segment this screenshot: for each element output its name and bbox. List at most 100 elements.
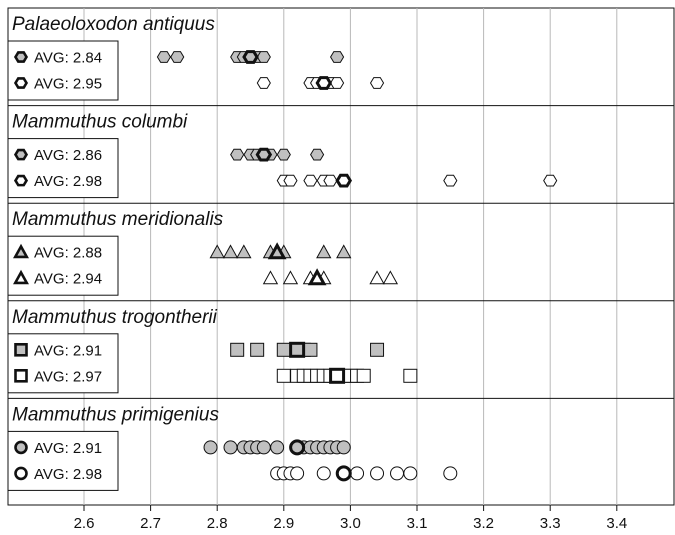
data-point: [230, 342, 245, 357]
average-marker: [315, 76, 333, 90]
legend-marker: [13, 77, 29, 89]
x-tick-label: 3.1: [407, 515, 428, 532]
average-marker: [307, 268, 327, 286]
x-tick-label: 3.0: [340, 515, 361, 532]
data-point: [403, 466, 418, 481]
legend-label: AVG: 2.97: [34, 368, 102, 385]
data-point: [329, 51, 345, 63]
legend-marker: [13, 174, 29, 187]
data-point: [209, 244, 225, 259]
legend-label: AVG: 2.88: [34, 245, 102, 262]
data-point: [382, 270, 399, 285]
average-marker: [255, 147, 273, 162]
data-point: [276, 368, 291, 383]
data-point: [256, 440, 271, 455]
species-group: Mammuthus meridionalis AVG: 2.88 AVG: 2.94: [7, 209, 399, 296]
legend-marker: [13, 243, 29, 259]
legend-marker: [13, 148, 29, 161]
species-title: Palaeoloxodon antiquus: [12, 14, 215, 35]
data-point: [290, 466, 305, 481]
data-point: [276, 342, 291, 357]
legend-label: AVG: 2.98: [34, 466, 102, 483]
data-point: [443, 174, 458, 187]
data-point: [303, 174, 318, 187]
average-marker: [289, 439, 306, 456]
legend-marker: [13, 269, 29, 285]
data-point: [316, 466, 331, 481]
x-tick-label: 3.2: [473, 515, 494, 532]
legend-label: AVG: 2.91: [34, 342, 102, 359]
average-marker: [335, 173, 352, 188]
data-point: [256, 77, 271, 89]
species-group: Palaeoloxodon antiquus AVG: 2.84 AVG: 2.95: [7, 14, 385, 101]
legend-box: [7, 430, 119, 491]
legend-box: [7, 138, 119, 199]
legend-label: AVG: 2.91: [34, 440, 102, 457]
data-point: [350, 466, 365, 481]
legend-label: AVG: 2.98: [34, 173, 102, 190]
legend-marker: [14, 466, 28, 481]
data-point: [230, 148, 245, 161]
data-point: [250, 342, 265, 357]
legend-box: [7, 40, 119, 101]
x-tick-label: 2.8: [207, 515, 228, 532]
data-point: [223, 440, 238, 455]
average-marker: [335, 465, 352, 482]
legend-marker: [14, 440, 28, 455]
data-point: [443, 466, 458, 481]
species-group: Mammuthus primigenius AVG: 2.91 AVG: 2.98: [7, 404, 458, 491]
data-point: [336, 440, 351, 455]
data-point: [270, 440, 285, 455]
species-title: Mammuthus trogontherii: [12, 307, 218, 328]
group-separators: [8, 105, 674, 399]
legend-label: AVG: 2.84: [34, 50, 102, 67]
average-marker: [267, 242, 287, 260]
data-point: [370, 342, 385, 357]
data-point: [369, 77, 385, 89]
average-marker: [289, 341, 306, 358]
x-axis: 2.6 2.7 2.8 2.9 3.0 3.1 3.2 3.3 3.4: [74, 505, 627, 532]
species-group: Mammuthus columbi AVG: 2.86 AVG: 2.98: [7, 112, 558, 199]
species-group: Mammuthus trogontherii AVG: 2.91 AVG: 2.97: [7, 307, 418, 394]
legend-marker: [14, 368, 28, 383]
data-point: [283, 174, 298, 187]
x-tick-label: 2.9: [273, 515, 294, 532]
data-point: [329, 77, 345, 89]
legend-label: AVG: 2.94: [34, 271, 102, 288]
data-point: [156, 51, 172, 63]
data-point: [303, 342, 318, 357]
x-tick-label: 2.7: [140, 515, 161, 532]
data-point: [262, 270, 279, 285]
average-marker: [242, 50, 259, 64]
data-point: [356, 368, 371, 383]
species-title: Mammuthus columbi: [12, 112, 188, 133]
species-groups: Palaeoloxodon antiquus AVG: 2.84 AVG: 2.95…: [7, 14, 558, 491]
data-point: [390, 466, 405, 481]
data-point: [203, 440, 218, 455]
data-point: [543, 174, 558, 187]
legend-marker: [13, 51, 29, 63]
data-point: [316, 244, 332, 259]
data-point: [170, 51, 185, 63]
data-point: [336, 244, 352, 259]
data-point: [403, 368, 418, 383]
average-marker: [329, 367, 346, 384]
legend-marker: [14, 342, 28, 357]
x-tick-label: 3.3: [540, 515, 561, 532]
data-point: [369, 270, 385, 285]
x-tick-label: 2.6: [74, 515, 95, 532]
data-point: [323, 174, 338, 187]
data-point: [282, 270, 299, 285]
x-tick-label: 3.4: [606, 515, 627, 532]
species-title: Mammuthus primigenius: [12, 404, 219, 425]
data-point: [222, 244, 239, 259]
data-point: [370, 466, 385, 481]
species-title: Mammuthus meridionalis: [12, 209, 224, 230]
data-point: [236, 244, 252, 259]
data-point: [256, 51, 271, 63]
legend-label: AVG: 2.86: [34, 147, 102, 164]
legend-label: AVG: 2.95: [34, 76, 102, 93]
data-point: [276, 148, 291, 161]
data-point: [310, 148, 325, 161]
